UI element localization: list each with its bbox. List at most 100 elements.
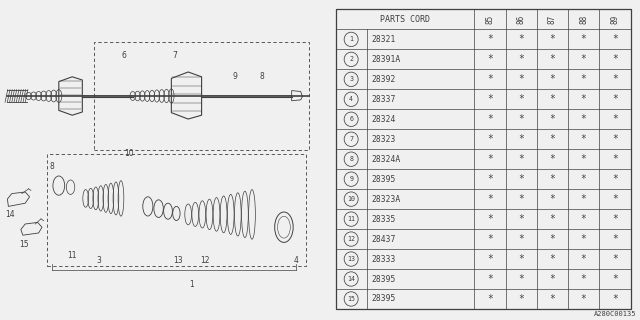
Text: *: * (550, 54, 556, 64)
Text: 13: 13 (347, 256, 355, 262)
Text: 1: 1 (349, 36, 353, 42)
Text: PARTS CORD: PARTS CORD (380, 15, 430, 24)
Text: 4: 4 (349, 96, 353, 102)
Text: *: * (612, 34, 618, 44)
Text: *: * (580, 74, 587, 84)
Text: *: * (518, 34, 524, 44)
Text: *: * (518, 194, 524, 204)
Text: *: * (518, 214, 524, 224)
Text: 10: 10 (125, 149, 134, 158)
Text: 1: 1 (189, 280, 194, 289)
Text: 28437: 28437 (371, 235, 396, 244)
Text: *: * (580, 254, 587, 264)
Text: *: * (487, 134, 493, 144)
Text: 28321: 28321 (371, 35, 396, 44)
Text: 12: 12 (347, 236, 355, 242)
Text: *: * (580, 294, 587, 304)
Text: *: * (550, 294, 556, 304)
Text: 11: 11 (67, 252, 77, 260)
Text: *: * (612, 254, 618, 264)
Text: *: * (580, 94, 587, 104)
Text: 8: 8 (260, 72, 264, 81)
Text: *: * (487, 114, 493, 124)
Text: 10: 10 (347, 196, 355, 202)
Text: 12: 12 (200, 256, 210, 265)
Text: *: * (612, 94, 618, 104)
Text: *: * (580, 214, 587, 224)
Text: *: * (518, 134, 524, 144)
Text: 28395: 28395 (371, 175, 396, 184)
Text: *: * (487, 234, 493, 244)
Text: 6: 6 (122, 52, 127, 60)
Text: A280C00135: A280C00135 (595, 311, 637, 317)
Text: *: * (580, 174, 587, 184)
Text: *: * (580, 274, 587, 284)
Text: 9: 9 (349, 176, 353, 182)
Text: *: * (612, 294, 618, 304)
Text: 28395: 28395 (371, 294, 396, 303)
Text: 85: 85 (485, 15, 495, 24)
Text: *: * (550, 254, 556, 264)
Text: 28324A: 28324A (371, 155, 401, 164)
Text: 15: 15 (347, 296, 355, 302)
Text: *: * (580, 134, 587, 144)
Text: *: * (550, 134, 556, 144)
Text: 28392: 28392 (371, 75, 396, 84)
Text: *: * (550, 34, 556, 44)
Text: 28335: 28335 (371, 215, 396, 224)
Text: *: * (580, 154, 587, 164)
Text: 13: 13 (173, 256, 183, 265)
Text: *: * (580, 194, 587, 204)
Text: 28324: 28324 (371, 115, 396, 124)
Text: 8: 8 (50, 162, 54, 171)
Text: *: * (550, 234, 556, 244)
Text: *: * (550, 214, 556, 224)
Text: 28323A: 28323A (371, 195, 401, 204)
Text: *: * (518, 254, 524, 264)
Text: *: * (550, 114, 556, 124)
Text: *: * (487, 54, 493, 64)
Text: 15: 15 (19, 240, 28, 249)
Text: 3: 3 (97, 256, 102, 265)
Text: *: * (518, 54, 524, 64)
Text: *: * (487, 94, 493, 104)
Text: 8: 8 (349, 156, 353, 162)
Text: *: * (612, 154, 618, 164)
Text: *: * (580, 54, 587, 64)
Text: *: * (518, 234, 524, 244)
Text: 28337: 28337 (371, 95, 396, 104)
Text: 4: 4 (293, 256, 298, 265)
Text: 7: 7 (172, 52, 177, 60)
Text: 28333: 28333 (371, 254, 396, 264)
Text: *: * (580, 234, 587, 244)
Text: *: * (487, 154, 493, 164)
Text: *: * (518, 114, 524, 124)
Text: *: * (518, 154, 524, 164)
Text: 28323: 28323 (371, 135, 396, 144)
Text: *: * (612, 234, 618, 244)
Text: *: * (550, 274, 556, 284)
Text: *: * (487, 74, 493, 84)
Text: 14: 14 (347, 276, 355, 282)
Text: *: * (612, 174, 618, 184)
Text: 7: 7 (349, 136, 353, 142)
Text: *: * (612, 214, 618, 224)
Text: 2: 2 (349, 56, 353, 62)
Text: 87: 87 (548, 15, 557, 24)
Text: *: * (612, 194, 618, 204)
Text: 11: 11 (347, 216, 355, 222)
Text: *: * (518, 94, 524, 104)
Text: *: * (550, 154, 556, 164)
Text: *: * (612, 274, 618, 284)
Text: *: * (550, 94, 556, 104)
Text: 88: 88 (579, 15, 588, 24)
Text: 89: 89 (611, 15, 620, 24)
Text: *: * (487, 254, 493, 264)
Text: *: * (612, 54, 618, 64)
Text: *: * (550, 194, 556, 204)
Text: 28391A: 28391A (371, 55, 401, 64)
Text: 14: 14 (5, 210, 15, 219)
Text: *: * (487, 34, 493, 44)
Text: *: * (487, 174, 493, 184)
Text: *: * (612, 114, 618, 124)
